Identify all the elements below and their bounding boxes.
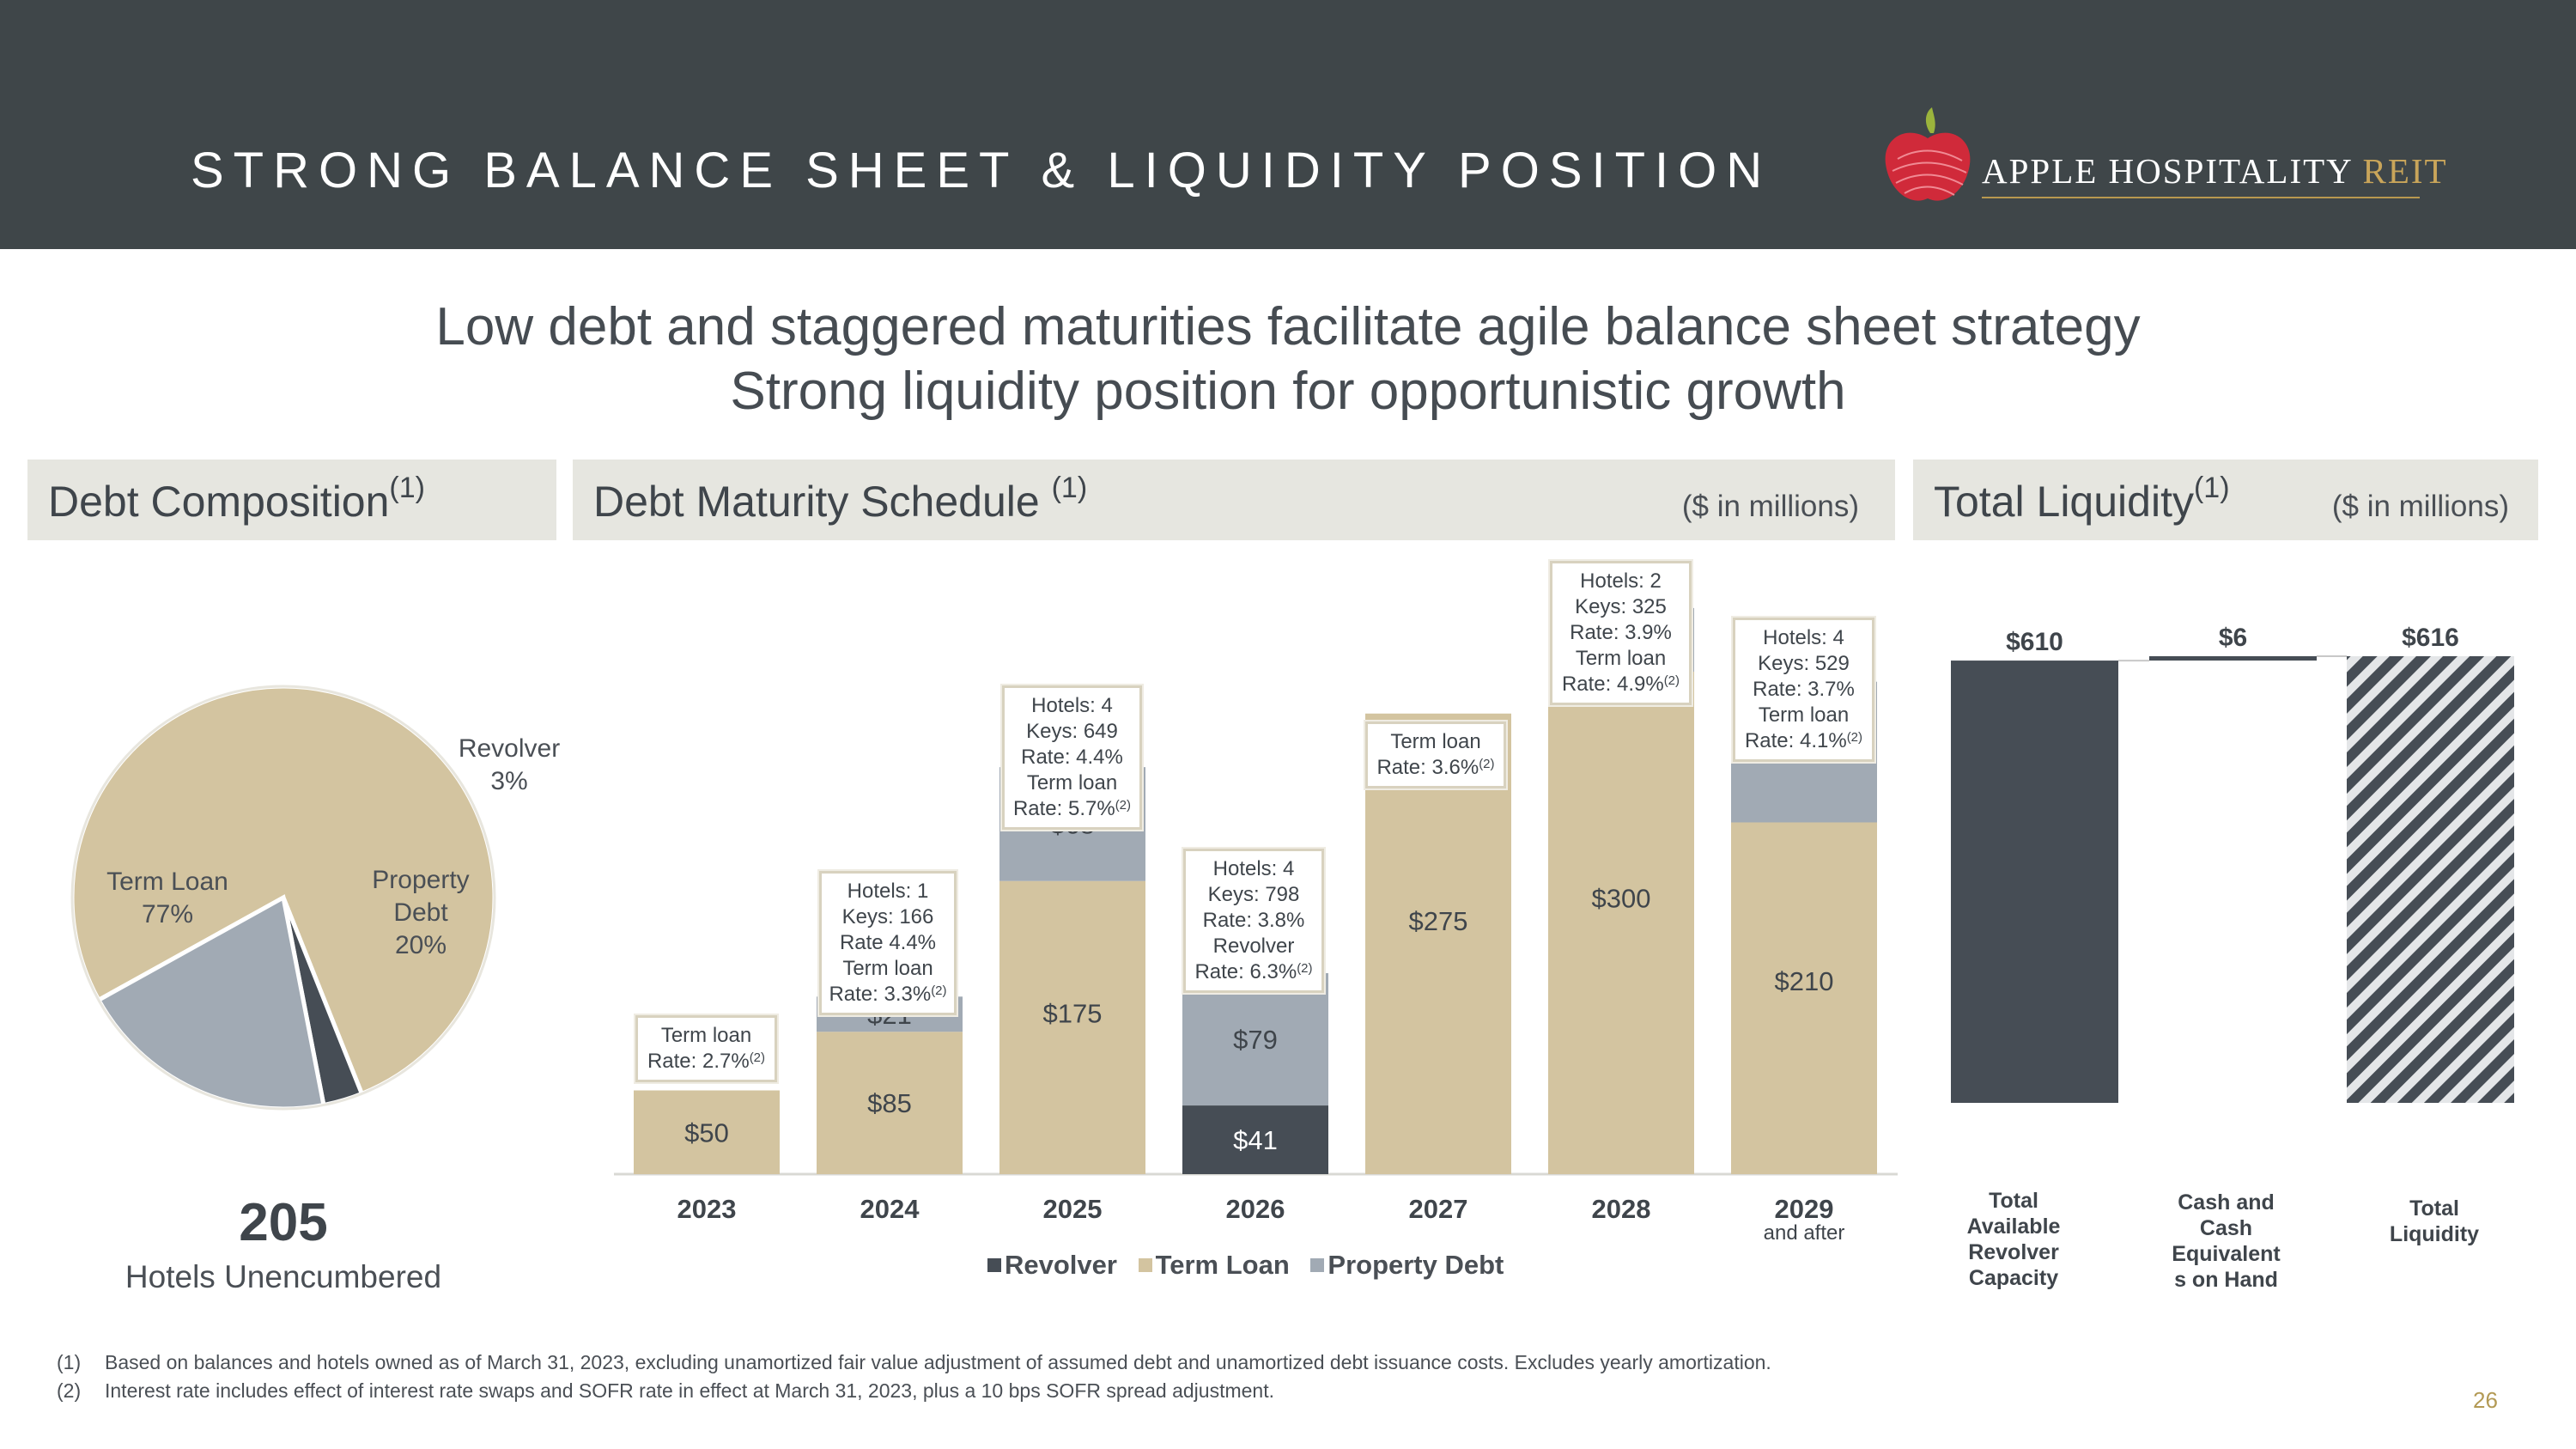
x-tick-sublabel-2029: and after: [1764, 1221, 1845, 1245]
bar-label-2028-term-loan: $300: [1592, 883, 1651, 913]
logo-wordmark: APPLE HOSPITALITY REIT: [1982, 151, 2448, 191]
callout-2028: Hotels: 2 Keys: 325 Rate: 3.9% Term loan…: [1550, 561, 1692, 705]
x-tick-2023: 2023: [677, 1194, 737, 1224]
bar-label-2023-term-loan: $50: [684, 1117, 729, 1148]
bar-2029-term-loan: [1731, 822, 1877, 1174]
bar-label-2027-term-loan: $275: [1409, 906, 1468, 936]
apple-stripes: [1892, 149, 1967, 196]
debt-maturity-title: Debt Maturity Schedule (1): [593, 472, 1088, 526]
hotels-unencumbered-caption: Hotels Unencumbered: [125, 1259, 442, 1294]
liquidity-value-0: $610: [2006, 628, 2063, 656]
pie-outline: [70, 685, 496, 1111]
total-liquidity-chart: $610 $6 $616: [1951, 624, 2514, 1103]
pie-label-revolver-1: 3%: [490, 767, 527, 795]
total-liquidity-units: ($ in millions): [2331, 490, 2509, 523]
bar-2025-term-loan: [999, 880, 1145, 1174]
debt-maturity-header: Debt Maturity Schedule (1) ($ in million…: [573, 460, 1895, 540]
liquidity-bar-revolver: [1951, 661, 2118, 1103]
page-number: 26: [2473, 1387, 2498, 1413]
bar-2026-revolver: [1182, 1105, 1328, 1174]
maturity-legend: Revolver Term Loan Property Debt: [987, 1250, 1517, 1281]
callout-2026: Hotels: 4 Keys: 798 Rate: 3.8% Revolver …: [1183, 849, 1324, 993]
liquidity-label-revolver: Total Available Revolver Capacity: [1966, 1189, 2061, 1290]
bar-label-2026-revolver: $41: [1233, 1125, 1278, 1155]
subtitle-line-1: Low debt and staggered maturities facili…: [435, 297, 2141, 356]
legend-revolver: Revolver: [987, 1250, 1117, 1281]
legend-revolver-swatch: [987, 1258, 1001, 1272]
callout-2025: Hotels: 4 Keys: 649 Rate: 4.4% Term loan…: [1002, 685, 1142, 830]
callout-2024: Hotels: 1 Keys: 166 Rate 4.4% Term loan …: [819, 871, 957, 1015]
bar-2023-term-loan: [634, 1090, 780, 1174]
legend-property-debt: Property Debt: [1310, 1250, 1504, 1281]
total-liquidity-title: Total Liquidity(1): [1934, 472, 2230, 526]
pie-label-property-debt-1: Debt: [393, 898, 448, 927]
x-tick-2024: 2024: [860, 1194, 920, 1224]
x-tick-2026: 2026: [1226, 1194, 1285, 1224]
liquidity-value-2: $616: [2402, 624, 2459, 652]
footnote-1: (1) Based on balances and hotels owned as…: [57, 1351, 1771, 1373]
legend-term-loan-swatch: [1138, 1258, 1152, 1272]
callout-2029: Hotels: 4 Keys: 529 Rate: 3.7% Term loan…: [1733, 618, 1874, 762]
apple-body: [1885, 132, 1971, 201]
pie-label-revolver-0: Revolver: [459, 734, 560, 763]
bar-2026-property-debt: [1182, 973, 1328, 1106]
debt-composition-title: Debt Composition(1): [48, 472, 425, 526]
apple-leaf: [1925, 107, 1935, 133]
header-bar: STRONG BALANCE SHEET & LIQUIDITY POSITIO…: [0, 0, 2576, 249]
page-title: STRONG BALANCE SHEET & LIQUIDITY POSITIO…: [191, 143, 1772, 198]
liquidity-label-total: Total Liquidity: [2389, 1196, 2480, 1246]
x-tick-2028: 2028: [1592, 1194, 1651, 1224]
logo-underline: [1982, 197, 2420, 198]
legend-term-loan: Term Loan: [1138, 1250, 1290, 1281]
pie-label-term-loan-0: Term Loan: [106, 868, 228, 896]
bar-label-2029-term-loan: $210: [1775, 966, 1834, 996]
debt-maturity-chart: $502023$85$212024$175$682025$41$792026$2…: [614, 607, 1898, 1245]
x-tick-2027: 2027: [1409, 1194, 1468, 1224]
x-tick-2025: 2025: [1043, 1194, 1103, 1224]
bar-2024-term-loan: [817, 1032, 963, 1174]
bar-2028-term-loan: [1548, 672, 1694, 1174]
pie-label-term-loan-1: 77%: [142, 900, 193, 928]
debt-composition-header: Debt Composition(1): [27, 460, 556, 540]
total-liquidity-header: Total Liquidity(1) ($ in millions): [1913, 460, 2538, 540]
bar-label-2026-property-debt: $79: [1233, 1025, 1278, 1055]
bar-label-2024-term-loan: $85: [867, 1088, 912, 1118]
callout-2027: Term loan Rate: 3.6%(2): [1365, 721, 1506, 788]
pie-label-property-debt-2: 20%: [395, 931, 447, 959]
legend-property-debt-swatch: [1310, 1258, 1325, 1272]
liquidity-bar-cash: [2149, 656, 2317, 661]
debt-composition-pie: Term Loan 77% Revolver 3% Property Debt 20%: [70, 684, 560, 1111]
bar-2027-term-loan: [1365, 713, 1511, 1174]
liquidity-bar-total: [2347, 656, 2514, 1103]
bar-label-2025-term-loan: $175: [1043, 998, 1103, 1028]
liquidity-label-cash: Cash and Cash Equivalent s on Hand: [2172, 1190, 2281, 1292]
pie-label-property-debt-0: Property: [372, 866, 469, 894]
hotels-unencumbered-count: 205: [239, 1193, 328, 1252]
callout-2023: Term loan Rate: 2.7%(2): [635, 1015, 777, 1082]
debt-maturity-units: ($ in millions): [1681, 490, 1859, 523]
x-tick-2029: 2029: [1775, 1194, 1834, 1224]
footnotes: (1) Based on balances and hotels owned as…: [57, 1349, 1771, 1405]
apple-hospitality-logo: APPLE HOSPITALITY REIT: [1880, 107, 2446, 210]
footnote-2: (2) Interest rate includes effect of inte…: [57, 1379, 1274, 1402]
apple-icon: [1885, 107, 1971, 201]
subtitle-line-2: Strong liquidity position for opportunis…: [730, 362, 1846, 421]
liquidity-value-1: $6: [2219, 624, 2247, 652]
